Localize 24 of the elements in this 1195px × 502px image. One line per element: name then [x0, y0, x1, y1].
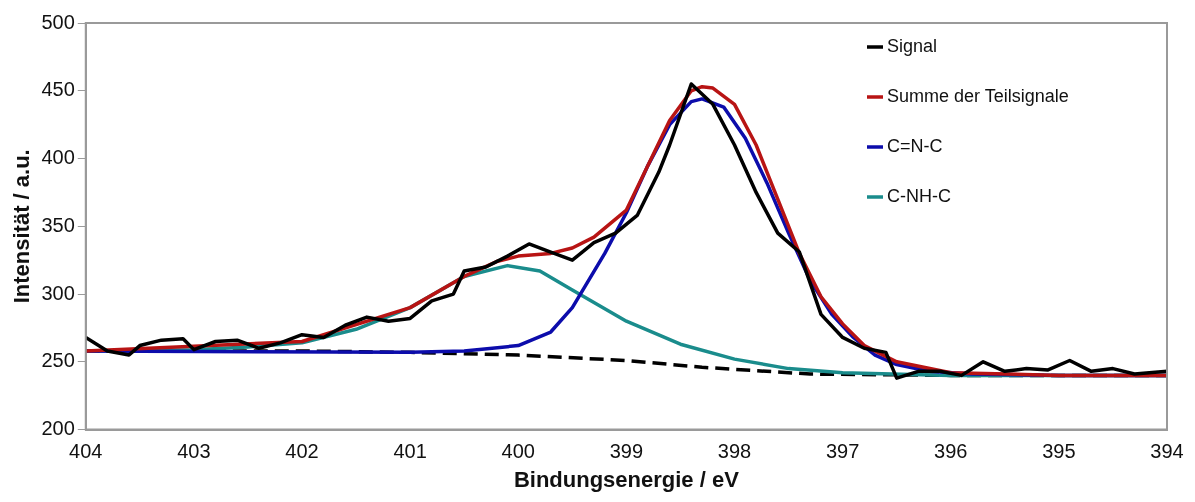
x-tick-label: 396: [934, 440, 968, 463]
legend-label: Summe der Teilsignale: [887, 85, 1069, 106]
legend-label: C-NH-C: [887, 185, 951, 206]
x-axis-title: Bindungsenergie / eV: [513, 466, 740, 492]
legend-label: C=N-C: [887, 135, 943, 156]
y-tick-label: 500: [41, 10, 75, 33]
x-tick-label: 394: [1150, 440, 1184, 463]
x-tick-label: 404: [69, 440, 103, 463]
y-tick-label: 400: [41, 146, 75, 169]
x-tick-label: 400: [501, 440, 535, 463]
x-tick-label: 401: [393, 440, 427, 463]
y-tick-label: 450: [41, 78, 75, 101]
y-tick-label: 200: [41, 417, 75, 440]
y-tick-label: 300: [41, 281, 75, 304]
y-tick-label: 250: [41, 349, 75, 372]
x-tick-label: 402: [285, 440, 319, 463]
y-tick-label: 350: [41, 213, 75, 236]
x-tick-label: 399: [609, 440, 644, 463]
x-tick-label: 403: [177, 440, 211, 463]
legend-label: Signal: [887, 35, 938, 56]
y-axis-title: Intensität / a.u.: [9, 149, 35, 304]
x-tick-label: 398: [717, 440, 752, 463]
x-tick-label: 397: [825, 440, 860, 463]
x-tick-label: 395: [1042, 440, 1076, 463]
